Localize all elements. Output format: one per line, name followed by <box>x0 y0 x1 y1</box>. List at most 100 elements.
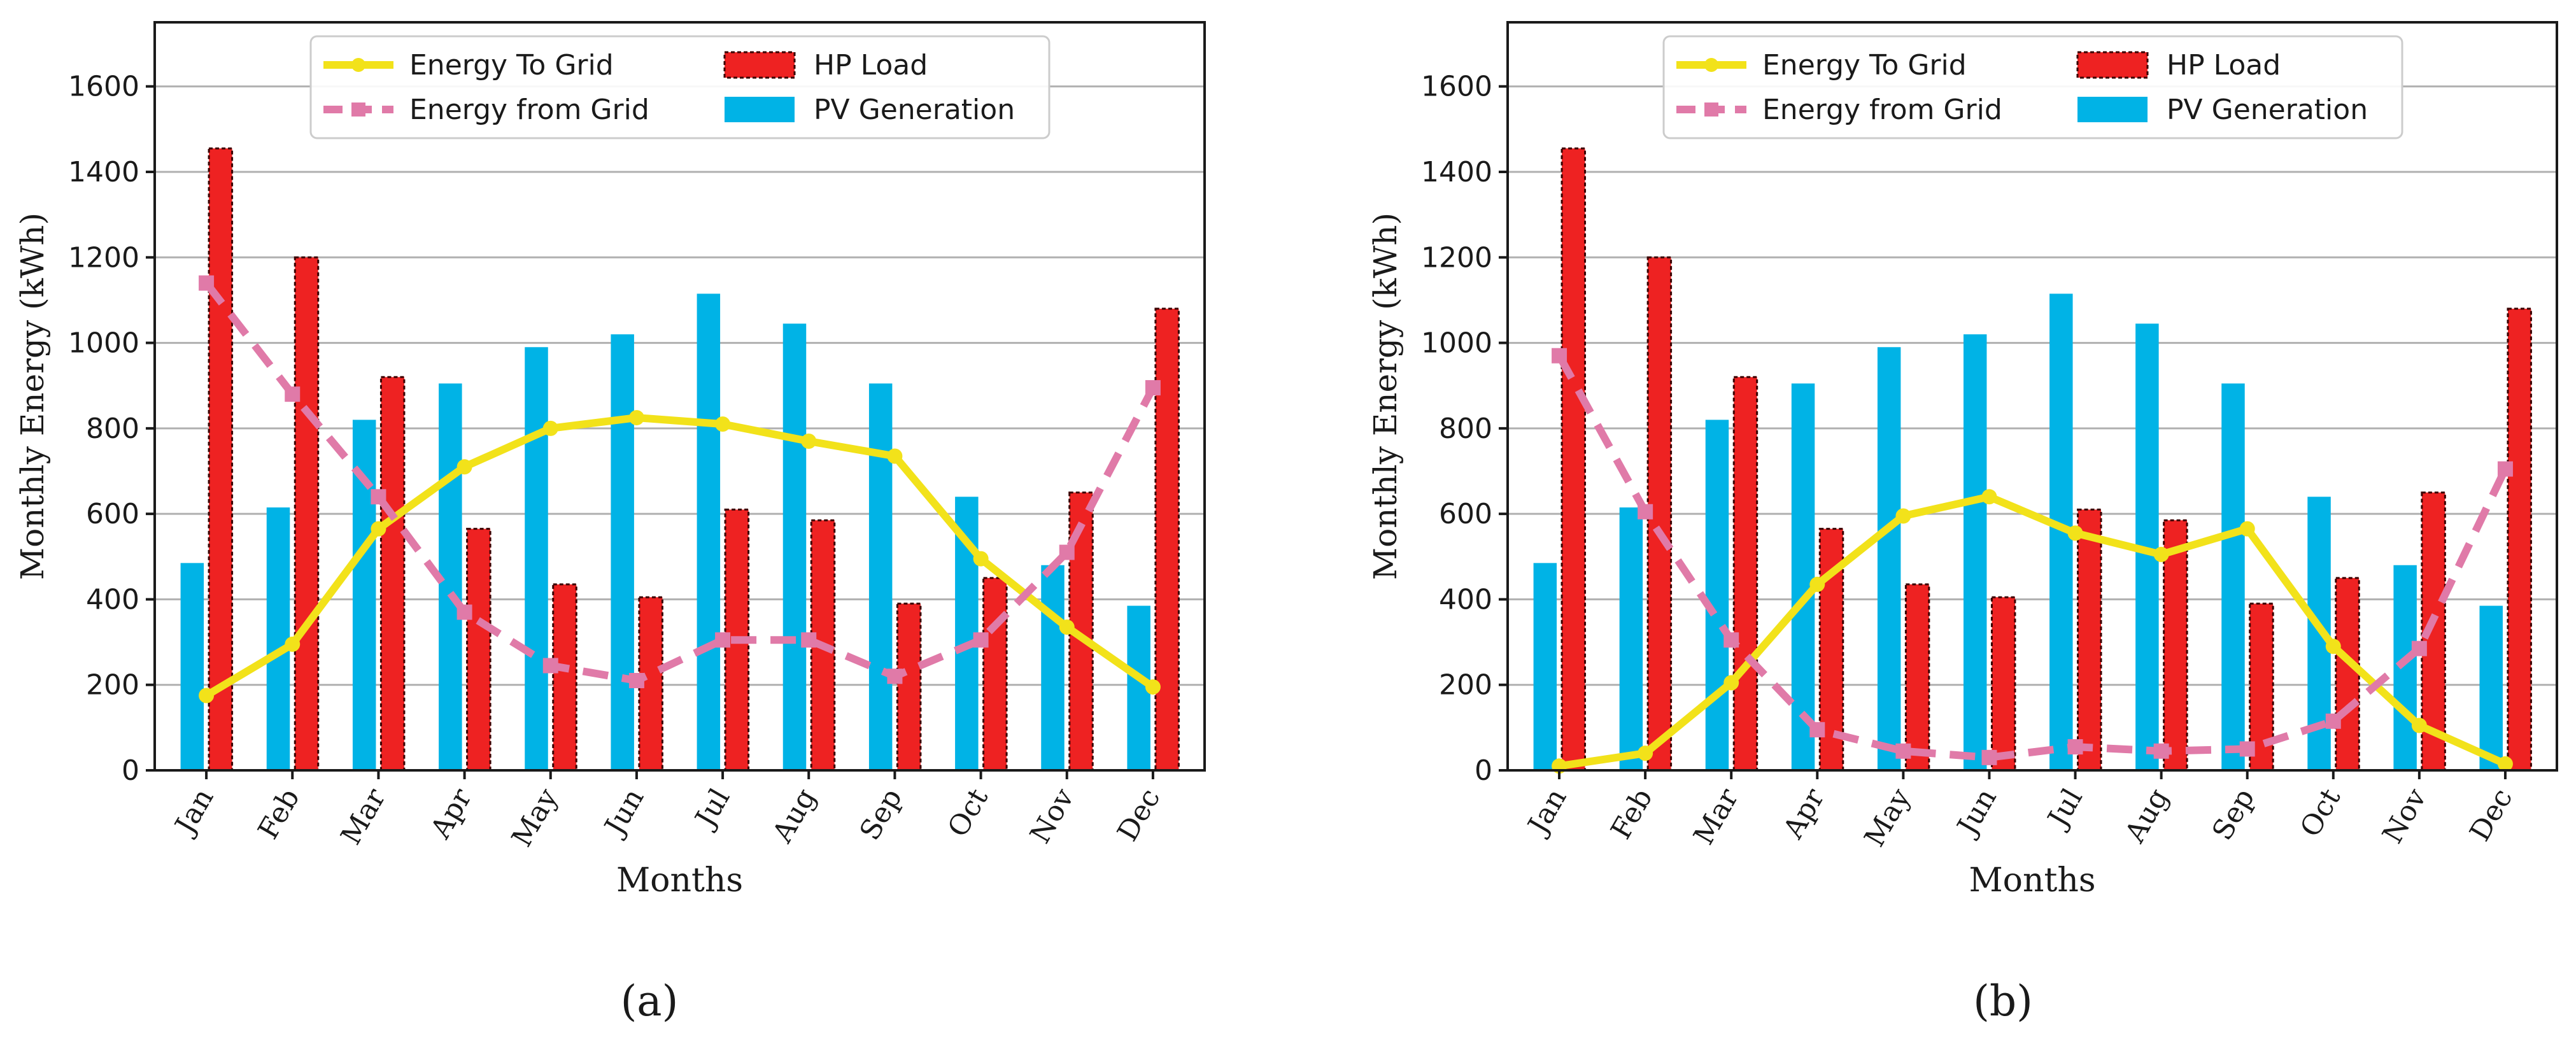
bar-hp-dec <box>1154 307 1180 772</box>
point-energy-from-grid-dec <box>1145 380 1161 396</box>
x-tick-label-apr: Apr <box>424 782 479 844</box>
legend-box <box>1662 35 2403 139</box>
y-tick-label: 600 <box>1439 498 1492 530</box>
bar-hp-dec <box>2507 307 2532 772</box>
point-energy-to-grid-sep <box>2239 521 2255 537</box>
x-tick-label-may: May <box>506 783 564 852</box>
bar-pv-nov <box>1041 565 1065 770</box>
point-energy-to-grid-sep <box>887 448 903 464</box>
y-tick-label: 1400 <box>68 156 139 188</box>
point-energy-from-grid-mar <box>1723 632 1739 648</box>
legend-swatch-hp-load <box>2076 51 2149 79</box>
bar-hp-oct <box>2335 577 2360 772</box>
point-energy-to-grid-aug <box>801 434 817 449</box>
point-energy-from-grid-aug <box>801 632 817 648</box>
point-energy-to-grid-apr <box>1809 576 1825 592</box>
bar-pv-may <box>1877 347 1901 770</box>
point-energy-to-grid-feb <box>1638 746 1653 761</box>
y-tick-label: 0 <box>1475 754 1492 787</box>
y-axis-label: Monthly Energy (kWh) <box>14 213 51 580</box>
point-energy-to-grid-nov <box>1059 619 1075 635</box>
y-tick-label: 200 <box>86 669 139 702</box>
line-energy-from-grid <box>203 280 1157 684</box>
x-axis-label: Months <box>1969 861 2095 900</box>
point-energy-from-grid-aug <box>2153 743 2169 759</box>
point-energy-from-grid-jan <box>1552 348 1568 364</box>
x-tick-label-jan: Jan <box>1520 783 1573 842</box>
legend-box <box>309 35 1051 139</box>
bar-hp-may <box>1904 583 1930 772</box>
point-energy-to-grid-aug <box>2153 546 2169 562</box>
line-energy-to-grid <box>1559 493 2507 770</box>
y-tick-label: 1000 <box>1421 327 1492 360</box>
legend-label-energy-from-grid: Energy from Grid <box>1762 94 2002 126</box>
plot-frame <box>153 21 1206 772</box>
x-tick-label-jun: Jun <box>1950 783 2003 842</box>
point-energy-from-grid-dec <box>2497 461 2513 477</box>
y-tick-label: 1200 <box>68 241 139 274</box>
point-energy-from-grid-oct <box>973 632 989 648</box>
legend-marker-energy-to-grid <box>1704 58 1718 72</box>
bar-pv-jul <box>697 293 721 770</box>
point-energy-from-grid-feb <box>1638 504 1653 520</box>
point-energy-to-grid-mar <box>371 521 386 537</box>
point-energy-to-grid-oct <box>973 551 989 567</box>
point-energy-to-grid-jul <box>715 416 731 432</box>
legend-marker-energy-from-grid <box>351 102 365 117</box>
x-tick-label-dec: Dec <box>1111 783 1166 847</box>
bar-hp-jul <box>2077 508 2102 772</box>
bar-hp-apr <box>466 528 492 772</box>
legend-label-energy-to-grid: Energy To Grid <box>409 49 614 81</box>
point-energy-from-grid-mar <box>371 489 386 505</box>
bar-hp-sep <box>896 602 922 772</box>
x-tick-label-apr: Apr <box>1777 782 1832 844</box>
legend-marker-energy-to-grid <box>351 58 365 72</box>
bar-pv-mar <box>1705 420 1729 770</box>
legend-label-hp-load: HP Load <box>2167 49 2281 81</box>
point-energy-to-grid-jul <box>2067 525 2083 541</box>
y-tick-label: 800 <box>1439 413 1492 445</box>
bar-hp-may <box>552 583 577 772</box>
bar-hp-jun <box>1990 596 2016 772</box>
legend-swatch-pv-generation <box>2077 97 2148 122</box>
plot-frame <box>1506 21 2558 772</box>
point-energy-to-grid-jan <box>199 688 215 703</box>
point-energy-from-grid-jul <box>2067 739 2083 755</box>
point-energy-to-grid-nov <box>2411 717 2427 733</box>
x-tick-label-sep: Sep <box>2206 783 2261 846</box>
point-energy-to-grid-dec <box>1145 679 1161 695</box>
point-energy-to-grid-dec <box>2497 756 2513 772</box>
point-energy-to-grid-feb <box>285 636 301 652</box>
bar-pv-may <box>525 347 548 770</box>
legend-label-energy-from-grid: Energy from Grid <box>409 94 649 126</box>
point-energy-from-grid-sep <box>887 668 903 684</box>
x-tick-label-feb: Feb <box>251 783 306 845</box>
x-tick-label-oct: Oct <box>2294 783 2347 843</box>
point-energy-to-grid-mar <box>1723 675 1739 691</box>
x-tick-label-sep: Sep <box>854 783 909 846</box>
bar-pv-feb <box>1619 507 1643 770</box>
point-energy-from-grid-nov <box>1059 544 1075 560</box>
y-tick-label: 400 <box>86 583 139 616</box>
bar-hp-jan <box>1560 147 1587 772</box>
x-tick-label-jul: Jul <box>2041 783 2089 835</box>
point-energy-from-grid-nov <box>2411 640 2427 656</box>
x-tick-label-dec: Dec <box>2463 783 2519 847</box>
y-tick-label: 1000 <box>68 327 139 360</box>
bar-pv-sep <box>2221 383 2245 770</box>
y-tick-label: 1200 <box>1421 241 1492 274</box>
y-tick-label: 200 <box>1439 669 1492 702</box>
bar-hp-oct <box>982 577 1008 772</box>
x-tick-label-jan: Jan <box>167 783 220 842</box>
x-tick-label-aug: Aug <box>2118 783 2175 849</box>
legend-label-pv-generation: PV Generation <box>2167 94 2368 126</box>
point-energy-from-grid-jan <box>199 275 215 291</box>
y-tick-label: 1600 <box>1421 71 1492 103</box>
x-tick-label-mar: Mar <box>335 782 393 850</box>
point-energy-from-grid-jun <box>1981 749 1997 765</box>
x-tick-label-aug: Aug <box>766 783 823 849</box>
point-energy-to-grid-may <box>542 420 558 436</box>
x-tick-label-feb: Feb <box>1604 783 1659 845</box>
y-tick-label: 1600 <box>68 71 139 103</box>
bar-hp-aug <box>2163 519 2188 772</box>
